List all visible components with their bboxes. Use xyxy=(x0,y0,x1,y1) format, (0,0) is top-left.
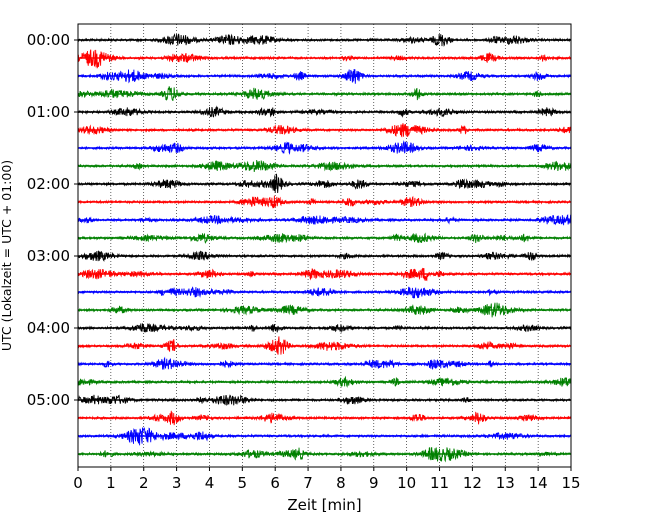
y-tick-label: 01:00 xyxy=(27,103,70,121)
x-tick-label: 6 xyxy=(270,474,280,492)
x-tick-label: 10 xyxy=(397,474,416,492)
seismogram-trace xyxy=(77,410,572,426)
seismogram-traces xyxy=(77,33,572,463)
x-axis-label: Zeit [min] xyxy=(287,496,361,514)
x-tick-label: 7 xyxy=(303,474,313,492)
y-tick-label: 03:00 xyxy=(27,247,70,265)
y-axis-ticks: 00:00 01:00 02:00 03:00 04:00 05:00 xyxy=(27,31,78,409)
y-tick-label: 04:00 xyxy=(27,319,70,337)
y-tick-label: 02:00 xyxy=(27,175,70,193)
x-tick-label: 15 xyxy=(561,474,580,492)
y-axis-label: UTC (Lokalzeit = UTC + 01:00) xyxy=(0,160,14,351)
x-tick-label: 5 xyxy=(238,474,248,492)
x-tick-label: 9 xyxy=(369,474,379,492)
x-tick-label: 3 xyxy=(172,474,182,492)
x-tick-label: 2 xyxy=(139,474,149,492)
seismogram-trace xyxy=(77,286,572,299)
x-tick-label: 4 xyxy=(205,474,215,492)
x-tick-label: 14 xyxy=(529,474,548,492)
x-axis-ticks: 0 1 2 3 4 5 6 7 8 9 10 11 12 13 14 15 xyxy=(73,467,581,492)
x-tick-label: 1 xyxy=(106,474,116,492)
x-tick-label: 12 xyxy=(463,474,482,492)
x-tick-label: 8 xyxy=(336,474,346,492)
x-tick-label: 11 xyxy=(430,474,449,492)
axes-frame xyxy=(77,23,572,468)
y-tick-label: 05:00 xyxy=(27,391,70,409)
x-tick-label: 13 xyxy=(496,474,515,492)
y-tick-label: 00:00 xyxy=(27,31,70,49)
seismogram-trace xyxy=(77,105,572,118)
x-tick-label: 0 xyxy=(73,474,83,492)
